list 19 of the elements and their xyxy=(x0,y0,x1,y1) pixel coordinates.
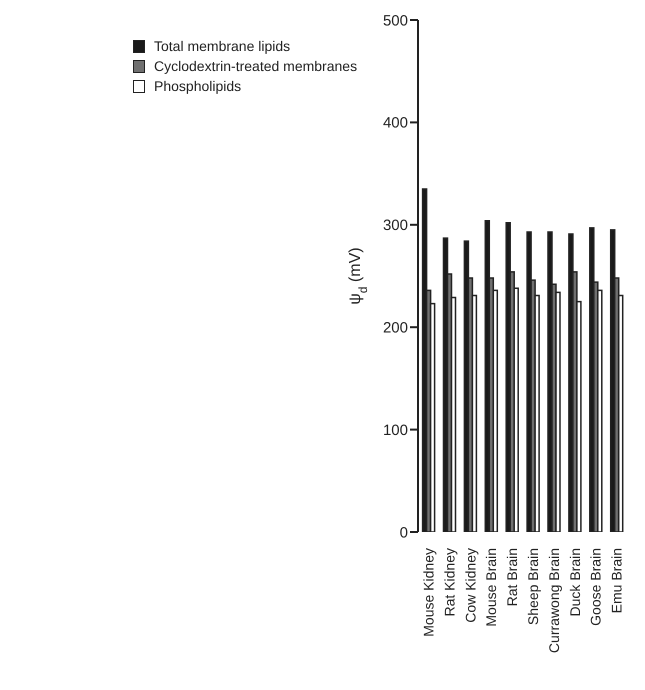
x-tick-label: Duck Brain xyxy=(566,548,583,616)
legend-label: Cyclodextrin-treated membranes xyxy=(154,57,358,76)
y-tick-label: 300 xyxy=(382,217,408,234)
y-tick-label: 400 xyxy=(382,114,408,132)
x-tick-label: Currawong Brain xyxy=(546,548,562,654)
legend-label: Total membrane lipids xyxy=(154,37,290,56)
x-tick-label: Emu Brain xyxy=(608,548,625,614)
x-tick-label: Mouse Brain xyxy=(483,548,500,627)
x-tick-label: Rat Brain xyxy=(504,548,520,606)
legend-label: Phospholipids xyxy=(154,77,242,96)
x-tick-label: Cow Kidney xyxy=(462,548,478,623)
y-tick-label: 0 xyxy=(400,524,408,542)
x-tick-label: Mouse Kidney xyxy=(420,548,436,637)
x-tick-label: Sheep Brain xyxy=(524,548,541,626)
y-tick-label: 500 xyxy=(382,12,408,30)
y-tick-label: 200 xyxy=(382,320,408,337)
x-tick-label: Rat Kidney xyxy=(441,548,458,616)
x-tick-label: Goose Brain xyxy=(588,548,604,626)
y-tick-label: 100 xyxy=(382,422,408,439)
